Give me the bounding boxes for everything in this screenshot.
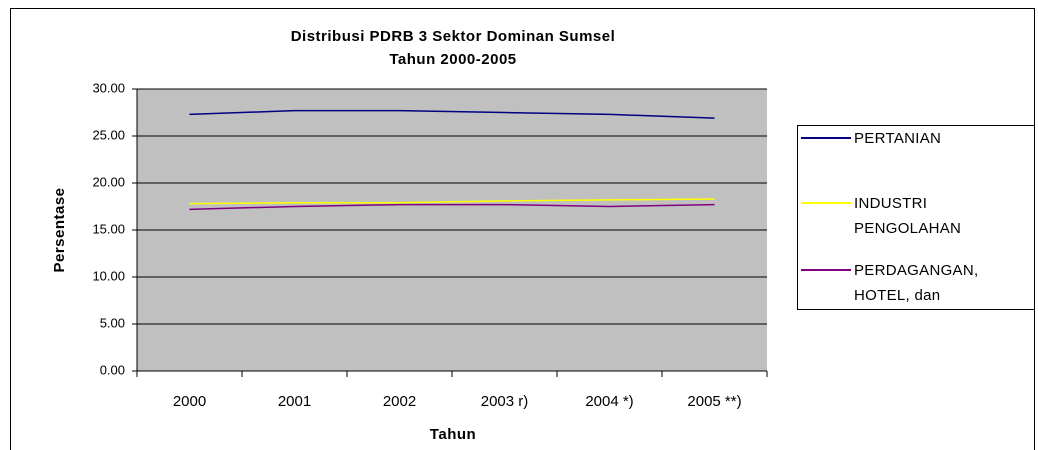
legend-swatch [801, 202, 851, 204]
x-axis-label: Tahun [430, 426, 476, 443]
y-tick-label: 10.00 [92, 268, 125, 283]
x-tick-label: 2004 *) [585, 393, 633, 410]
legend: PERTANIAN INDUSTRI PENGOLAHAN PERDAGANGAN,… [797, 125, 1035, 310]
x-tick-label: 2003 r) [481, 393, 529, 410]
legend-swatch [801, 269, 851, 271]
y-tick-label: 0.00 [100, 362, 125, 377]
series-line [189, 203, 715, 211]
series-line [189, 109, 715, 119]
series-line [189, 198, 715, 205]
y-tick-label: 30.00 [92, 80, 125, 95]
legend-label: INDUSTRI PENGOLAHAN [854, 195, 962, 237]
chart-title: Tahun 2000-2005 [389, 51, 516, 68]
legend-label: PERTANIAN [854, 130, 942, 147]
chart-title: Distribusi PDRB 3 Sektor Dominan Sumsel [291, 28, 616, 45]
y-tick-label: 15.00 [92, 221, 125, 236]
x-tick-label: 2002 [383, 393, 416, 410]
y-tick-label: 5.00 [100, 315, 125, 330]
x-tick-label: 2005 **) [687, 393, 741, 410]
x-tick-label: 2001 [278, 393, 311, 410]
y-tick-label: 25.00 [92, 127, 125, 142]
x-tick-label: 2000 [173, 393, 206, 410]
y-tick-label: 20.00 [92, 174, 125, 189]
legend-label: PERDAGANGAN, HOTEL, dan RESTORAN [854, 262, 979, 304]
legend-swatch [801, 137, 851, 139]
y-axis-label: Persentase [51, 187, 68, 272]
